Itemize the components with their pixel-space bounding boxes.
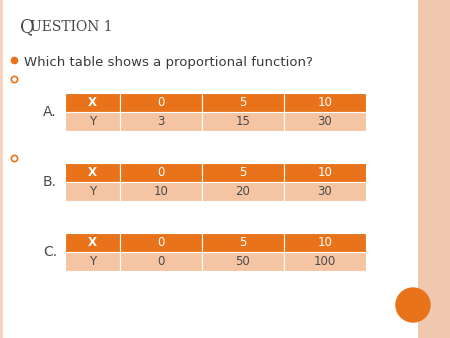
Text: Q: Q: [20, 18, 35, 36]
FancyBboxPatch shape: [120, 252, 202, 271]
Text: Y: Y: [89, 255, 96, 268]
Text: B.: B.: [43, 175, 57, 189]
Text: 0: 0: [158, 255, 165, 268]
Text: 15: 15: [235, 115, 251, 128]
Text: 0: 0: [158, 96, 165, 109]
Circle shape: [396, 288, 430, 322]
Text: 100: 100: [314, 255, 336, 268]
Text: 20: 20: [235, 185, 251, 198]
Text: 5: 5: [239, 96, 247, 109]
Text: UESTION 1: UESTION 1: [30, 20, 112, 34]
Text: 10: 10: [153, 185, 168, 198]
Text: 5: 5: [239, 236, 247, 249]
FancyBboxPatch shape: [284, 163, 366, 182]
FancyBboxPatch shape: [0, 0, 3, 338]
Text: 10: 10: [318, 236, 333, 249]
Text: Y: Y: [89, 185, 96, 198]
FancyBboxPatch shape: [202, 163, 284, 182]
Text: X: X: [88, 236, 97, 249]
FancyBboxPatch shape: [418, 0, 450, 338]
FancyBboxPatch shape: [284, 182, 366, 201]
FancyBboxPatch shape: [65, 252, 120, 271]
FancyBboxPatch shape: [120, 182, 202, 201]
FancyBboxPatch shape: [65, 112, 120, 131]
Text: C.: C.: [43, 245, 57, 259]
FancyBboxPatch shape: [120, 163, 202, 182]
Text: 0: 0: [158, 166, 165, 179]
FancyBboxPatch shape: [65, 163, 120, 182]
FancyBboxPatch shape: [202, 93, 284, 112]
FancyBboxPatch shape: [120, 233, 202, 252]
FancyBboxPatch shape: [202, 252, 284, 271]
FancyBboxPatch shape: [284, 112, 366, 131]
FancyBboxPatch shape: [120, 93, 202, 112]
Text: 10: 10: [318, 96, 333, 109]
FancyBboxPatch shape: [202, 112, 284, 131]
Text: 0: 0: [158, 236, 165, 249]
FancyBboxPatch shape: [65, 233, 120, 252]
FancyBboxPatch shape: [284, 93, 366, 112]
FancyBboxPatch shape: [284, 233, 366, 252]
Text: Which table shows a proportional function?: Which table shows a proportional functio…: [24, 56, 313, 69]
Text: 10: 10: [318, 166, 333, 179]
FancyBboxPatch shape: [65, 182, 120, 201]
FancyBboxPatch shape: [284, 252, 366, 271]
Text: A.: A.: [43, 105, 57, 119]
Text: 5: 5: [239, 166, 247, 179]
FancyBboxPatch shape: [202, 182, 284, 201]
Text: Y: Y: [89, 115, 96, 128]
FancyBboxPatch shape: [120, 112, 202, 131]
Text: 30: 30: [318, 185, 333, 198]
Text: 3: 3: [158, 115, 165, 128]
Text: X: X: [88, 166, 97, 179]
FancyBboxPatch shape: [65, 93, 120, 112]
Text: X: X: [88, 96, 97, 109]
Text: 50: 50: [236, 255, 250, 268]
Text: 30: 30: [318, 115, 333, 128]
FancyBboxPatch shape: [202, 233, 284, 252]
